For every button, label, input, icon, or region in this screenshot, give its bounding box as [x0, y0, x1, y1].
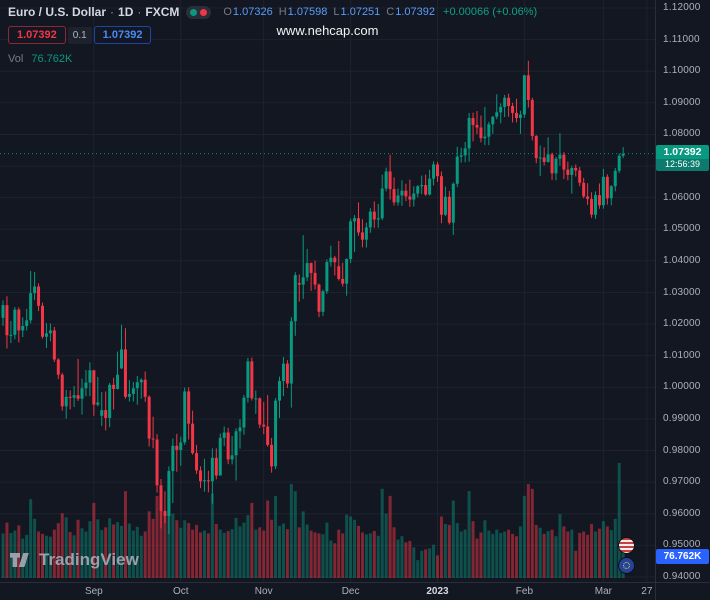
open-label: O: [223, 6, 232, 18]
exchange-label[interactable]: FXCM: [145, 5, 180, 19]
symbol-title[interactable]: Euro / U.S. Dollar: [8, 5, 107, 19]
pair-logos: [618, 537, 635, 574]
price-tick: 0.95000: [663, 539, 701, 551]
price-tick: 0.99000: [663, 412, 701, 424]
time-tick: Dec: [341, 586, 360, 597]
timeframe-label[interactable]: 1D: [118, 5, 134, 19]
price-tick: 0.98000: [663, 444, 701, 456]
separator: ·: [110, 5, 115, 19]
high-label: H: [278, 6, 287, 18]
volume-axis-label: 76.762K: [656, 549, 709, 564]
price-tick: 1.11000: [663, 33, 700, 45]
close-value: 1.07392: [395, 6, 436, 18]
last-price-value: 1.07392: [656, 144, 709, 159]
symbol-legend-row: Euro / U.S. Dollar · 1D · FXCM O 1.07326…: [8, 5, 537, 19]
price-tick: 1.05000: [663, 223, 701, 235]
separator: ·: [137, 5, 142, 19]
up-dot-icon: [190, 8, 198, 16]
price-tick: 1.10000: [663, 65, 701, 77]
tradingview-logo[interactable]: TradingView: [10, 550, 139, 570]
eu-flag-icon: [618, 557, 635, 574]
us-flag-icon: [618, 537, 635, 554]
price-tick: 0.94000: [663, 571, 701, 582]
tradingview-wordmark: TradingView: [39, 550, 139, 569]
last-price-label: 1.07392 12:56:39: [656, 144, 709, 171]
down-dot-icon: [200, 8, 208, 16]
price-tick: 0.96000: [663, 507, 701, 519]
price-tick: 0.97000: [663, 476, 701, 488]
price-tick: 1.01000: [663, 349, 701, 361]
price-tick: 1.04000: [663, 254, 701, 266]
chart-legend: Euro / U.S. Dollar · 1D · FXCM O 1.07326…: [8, 5, 537, 65]
price-tick: 1.12000: [663, 2, 701, 13]
spread-value: 0.1: [67, 26, 92, 44]
buy-button[interactable]: 1.07392: [93, 26, 152, 44]
time-tick: Nov: [254, 586, 273, 597]
price-tick: 1.09000: [663, 96, 701, 108]
price-axis[interactable]: 1.120001.110001.100001.090001.080001.070…: [656, 0, 710, 582]
time-tick: Oct: [172, 586, 189, 597]
bar-countdown: 12:56:39: [656, 158, 709, 171]
low-label: L: [333, 6, 340, 18]
time-tick: 2023: [426, 586, 449, 597]
price-tick: 1.03000: [663, 286, 701, 298]
tradingview-glyph-icon: [10, 552, 29, 567]
high-value: 1.07598: [287, 6, 328, 18]
ohlc-readout: O 1.07326 H 1.07598 L 1.07251 C 1.07392 …: [223, 6, 537, 18]
price-tick: 1.08000: [663, 128, 701, 140]
watermark: www.nehcap.com: [276, 23, 379, 38]
price-tick: 1.00000: [663, 381, 701, 393]
change-value: +0.00066 (+0.06%): [443, 6, 538, 18]
volume-value: 76.762K: [31, 53, 73, 65]
time-tick: Mar: [594, 586, 613, 597]
trade-buttons-row: 1.07392 0.1 1.07392: [8, 26, 537, 44]
price-tick: 1.02000: [663, 318, 701, 330]
sell-button[interactable]: 1.07392: [8, 26, 66, 44]
time-tick: 27: [641, 586, 653, 597]
volume-indicator-label[interactable]: Vol: [8, 53, 24, 65]
time-tick: Feb: [515, 586, 534, 597]
time-tick: Sep: [84, 586, 103, 597]
low-value: 1.07251: [340, 6, 381, 18]
source-toggle-pill[interactable]: [186, 5, 212, 19]
volume-legend-row: Vol 76.762K: [8, 53, 537, 65]
time-axis[interactable]: Sep Oct Nov Dec 2023 Feb Mar 27: [0, 583, 710, 600]
close-label: C: [386, 6, 395, 18]
open-value: 1.07326: [232, 6, 273, 18]
price-tick: 1.06000: [663, 191, 701, 203]
